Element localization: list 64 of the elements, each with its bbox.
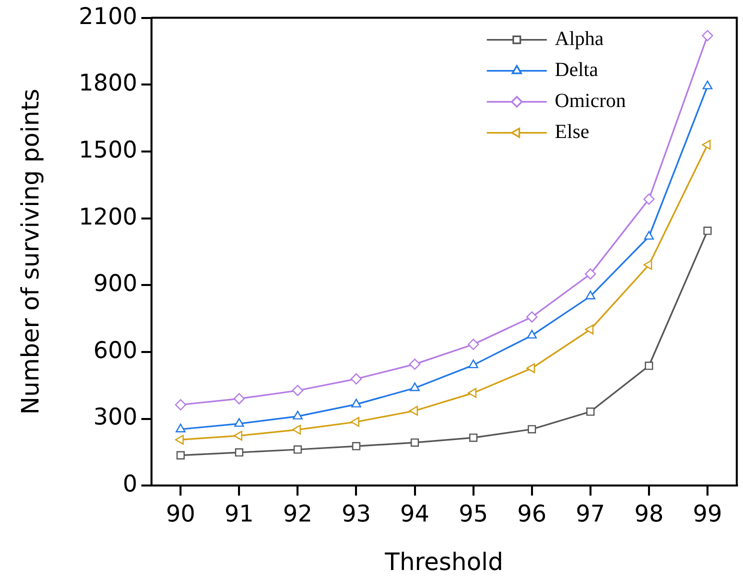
x-tick-label: 90	[166, 501, 196, 528]
legend-label: Else	[554, 121, 590, 144]
point	[468, 359, 478, 368]
point	[586, 290, 596, 300]
point	[702, 140, 711, 150]
point	[586, 408, 595, 416]
point	[526, 330, 537, 339]
point	[292, 410, 303, 420]
point	[468, 388, 476, 398]
y-tick-label: 300	[93, 404, 138, 431]
point	[584, 324, 594, 334]
y-tick-label: 600	[93, 338, 138, 364]
point	[643, 260, 652, 270]
x-tick-label: 98	[634, 501, 664, 528]
point	[409, 358, 420, 370]
y-tick-label: 0	[122, 472, 138, 498]
point	[235, 448, 244, 457]
x-tick-label: 94	[400, 501, 430, 528]
point	[292, 424, 301, 435]
point	[643, 194, 655, 205]
point	[350, 416, 360, 427]
x-tick-label: 95	[458, 501, 488, 528]
point	[234, 393, 245, 404]
point	[702, 30, 714, 42]
point	[234, 418, 244, 427]
point	[234, 430, 242, 441]
x-tick-label: 91	[224, 501, 254, 528]
point	[351, 398, 362, 408]
x-tick-label: 92	[283, 501, 312, 528]
point	[468, 338, 479, 350]
point	[176, 424, 186, 432]
x-tick-label: 96	[517, 501, 547, 528]
point	[410, 438, 419, 447]
x-tick-label: 99	[692, 501, 722, 528]
point	[410, 382, 420, 392]
x-axis-title: Threshold	[384, 548, 504, 576]
y-tick-label: 1800	[78, 70, 138, 97]
point	[584, 268, 596, 280]
point	[350, 373, 362, 384]
legend-label: Omicron	[554, 90, 626, 112]
point	[703, 226, 712, 235]
point	[352, 442, 360, 450]
point	[469, 434, 478, 442]
point	[528, 425, 536, 434]
point	[292, 384, 304, 396]
point	[526, 363, 535, 374]
point	[702, 80, 712, 90]
point	[526, 311, 538, 323]
point	[294, 445, 302, 454]
point	[176, 451, 185, 460]
x-tick-label: 97	[576, 501, 606, 528]
point	[175, 434, 184, 445]
point	[409, 406, 418, 416]
point	[175, 399, 186, 410]
point	[644, 230, 654, 240]
y-axis-title: Number of surviving points	[16, 88, 45, 415]
y-tick-label: 2100	[78, 4, 138, 30]
x-tick-label: 93	[342, 501, 371, 528]
y-tick-label: 900	[93, 271, 138, 298]
legend-label: Alpha	[554, 28, 604, 50]
y-tick-label: 1200	[78, 204, 138, 230]
y-tick-label: 1500	[78, 137, 138, 164]
legend-label: Delta	[554, 59, 598, 82]
point	[644, 362, 654, 370]
